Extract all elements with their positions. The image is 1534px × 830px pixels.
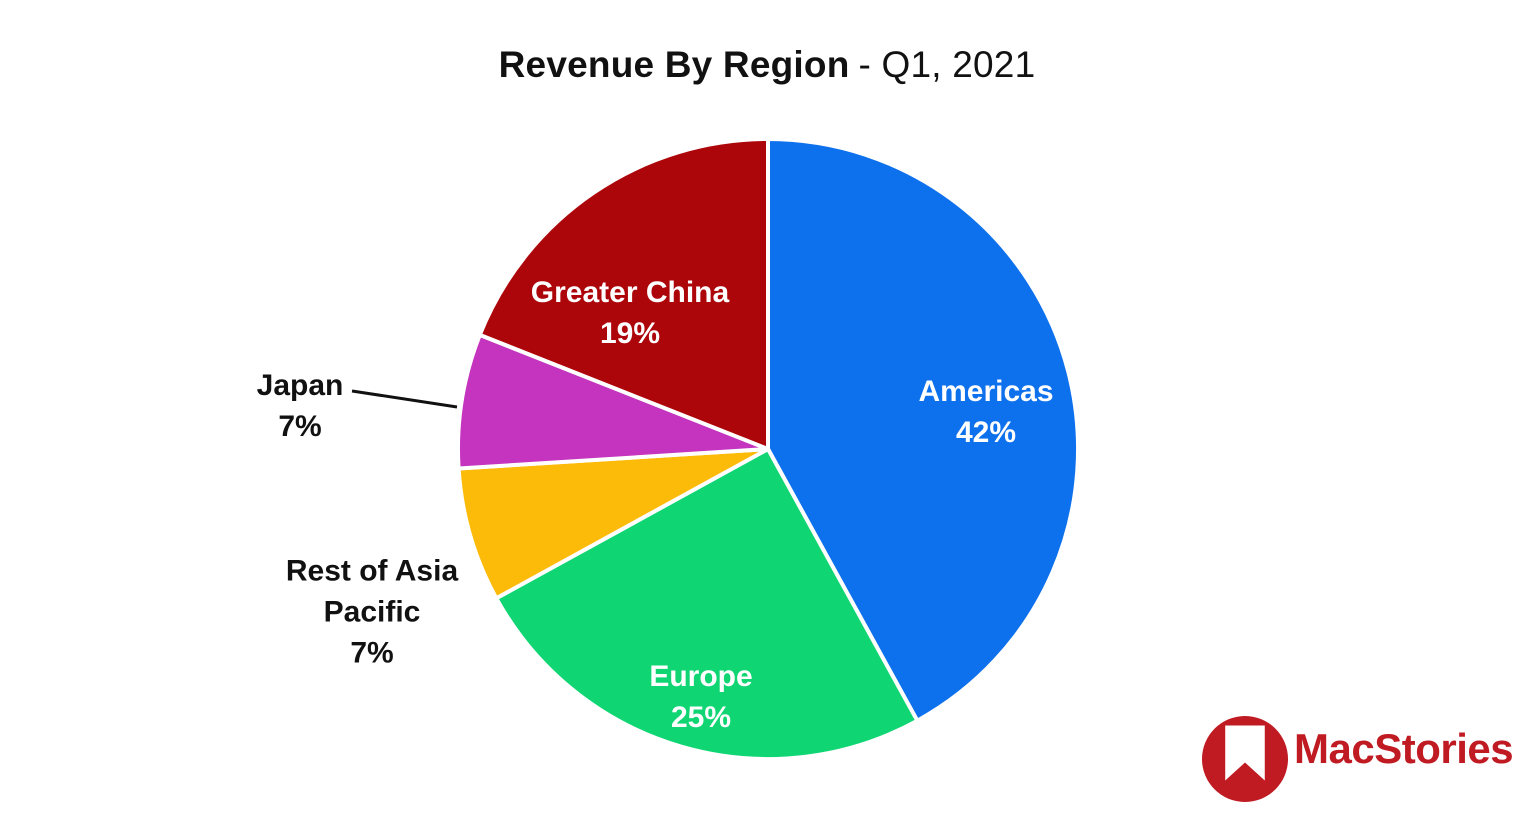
- pie-label-americas-line-2: 42%: [956, 416, 1016, 449]
- pie-slice-americas: [766, 137, 1081, 723]
- macstories-logo-text: MacStories: [1294, 725, 1514, 772]
- pie-label-greater-china-line-1: Greater China: [531, 276, 730, 309]
- chart-title: Revenue By Region - Q1, 2021: [0, 44, 1534, 86]
- pie-slice-japan: [456, 332, 770, 471]
- pie-label-europe-line-1: Europe: [649, 660, 752, 693]
- chart-title-period: - Q1, 2021: [858, 44, 1036, 85]
- pie-slice-greater-china: [477, 137, 770, 451]
- pie-slice-europe: [494, 447, 920, 762]
- pie-label-greater-china-line-2: 19%: [600, 317, 660, 350]
- macstories-logo: MacStories: [1202, 716, 1514, 802]
- chart-title-main: Revenue By Region: [498, 44, 850, 85]
- pie-label-rest-of-asia-pacific-line-3: 7%: [350, 637, 393, 670]
- pie-label-rest-of-asia-pacific-line-2: Pacific: [324, 596, 421, 629]
- pie-label-japan-line-1: Japan: [257, 369, 344, 402]
- bookmark-icon-ribbon: [1225, 725, 1265, 781]
- pie-slice-rest-of-asia-pacific: [456, 447, 770, 601]
- pie-label-japan-line-2: 7%: [278, 410, 321, 443]
- pie-label-europe-line-2: 25%: [671, 701, 731, 734]
- bookmark-icon: [1202, 716, 1288, 802]
- leader-line-japan: [351, 389, 458, 409]
- pie-label-rest-of-asia-pacific-line-1: Rest of Asia: [286, 555, 459, 588]
- pie-label-americas-line-1: Americas: [918, 375, 1053, 408]
